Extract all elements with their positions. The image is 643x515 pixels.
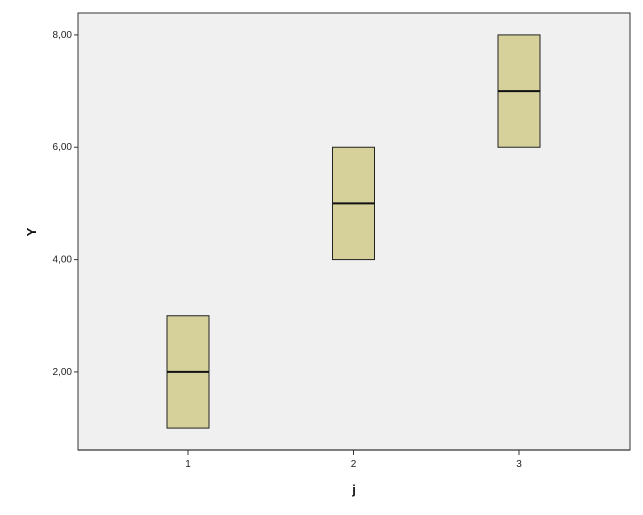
x-tick-label: 1 bbox=[185, 459, 191, 470]
x-tick-label: 3 bbox=[516, 459, 522, 470]
y-tick-label: 6,00 bbox=[53, 142, 73, 153]
y-tick-label: 4,00 bbox=[53, 255, 73, 266]
x-axis-label: j bbox=[351, 482, 356, 497]
x-tick-label: 2 bbox=[351, 459, 357, 470]
y-axis-label: Y bbox=[24, 227, 39, 236]
y-tick-label: 2,00 bbox=[53, 367, 73, 378]
y-tick-label: 8,00 bbox=[53, 30, 73, 41]
